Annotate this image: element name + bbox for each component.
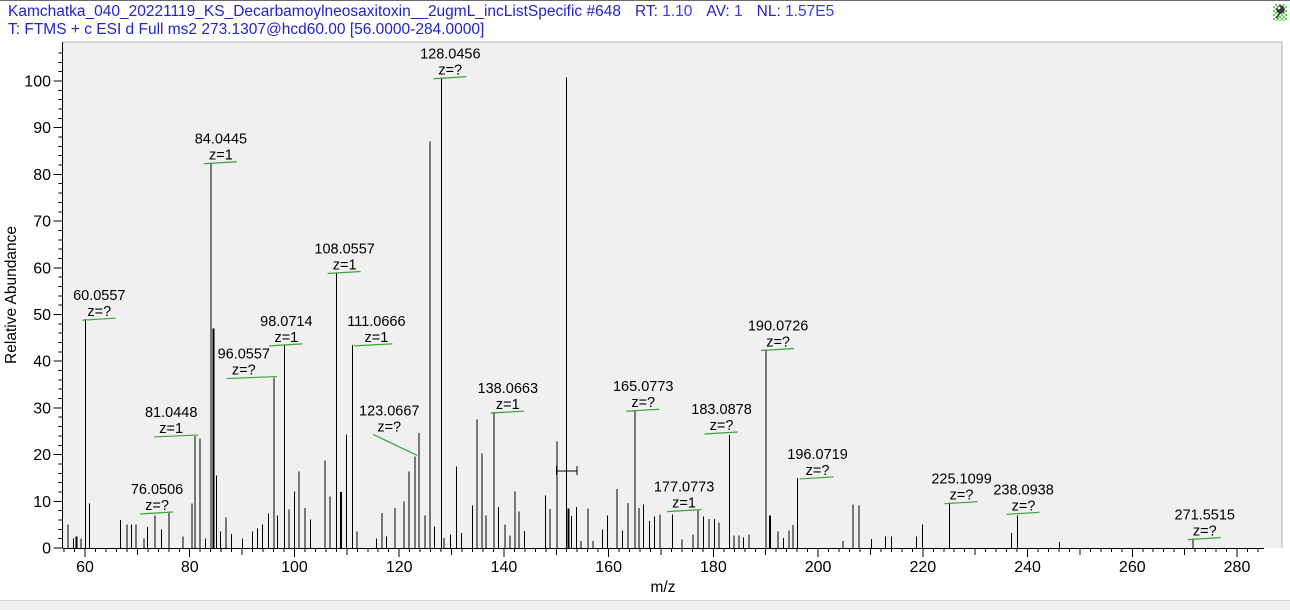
svg-text:z=?: z=? [145, 498, 169, 514]
svg-text:z=?: z=? [1012, 498, 1036, 514]
svg-text:z=?: z=? [766, 335, 790, 351]
svg-text:z=?: z=? [806, 463, 830, 479]
svg-text:84.0445: 84.0445 [195, 132, 247, 148]
svg-text:20: 20 [33, 447, 51, 464]
svg-text:271.5515: 271.5515 [1175, 508, 1235, 524]
plot-panel[interactable] [63, 42, 1282, 548]
x-axis-ticks: 60 80 100 120 140 160 180 200 220 240 260 280 [63, 549, 1259, 576]
panel-border [63, 41, 1283, 548]
svg-text:90: 90 [33, 120, 51, 137]
svg-text:z=1: z=1 [672, 496, 696, 512]
svg-text:60.0557: 60.0557 [73, 288, 125, 304]
svg-text:128.0456: 128.0456 [420, 47, 480, 63]
svg-text:60: 60 [33, 260, 51, 277]
svg-text:238.0938: 238.0938 [993, 482, 1053, 498]
svg-text:50: 50 [33, 307, 51, 324]
peak-labels: 60.0557z=?76.0506z=?81.0448z=184.0445z=1… [73, 47, 1235, 541]
svg-text:z=?: z=? [232, 363, 256, 379]
svg-text:z=1: z=1 [365, 330, 389, 346]
rt-value: 1.10 [662, 3, 693, 20]
svg-text:60: 60 [76, 559, 94, 576]
rt-label: RT: [634, 3, 658, 20]
x-axis-title: m/z [651, 579, 676, 596]
svg-text:z=?: z=? [87, 304, 111, 320]
svg-text:z=1: z=1 [274, 330, 298, 346]
svg-text:138.0663: 138.0663 [478, 381, 538, 397]
svg-text:140: 140 [491, 559, 518, 576]
svg-text:40: 40 [33, 354, 51, 371]
svg-text:100: 100 [24, 74, 51, 91]
svg-text:81.0448: 81.0448 [145, 405, 197, 421]
svg-text:30: 30 [33, 400, 51, 417]
bottom-status-strip [0, 600, 1290, 610]
svg-text:70: 70 [33, 214, 51, 231]
scan-header-line: Kamchatka_040_20221119_KS_Decarbamoylneo… [8, 3, 1268, 20]
svg-text:200: 200 [805, 559, 832, 576]
svg-text:123.0667: 123.0667 [359, 403, 419, 419]
svg-text:120: 120 [386, 559, 413, 576]
av-label: AV: [706, 3, 730, 20]
svg-text:76.0506: 76.0506 [131, 482, 183, 498]
av-value: 1 [734, 3, 743, 20]
scan-filter-line: T: FTMS + c ESI d Full ms2 273.1307@hcd6… [8, 21, 485, 38]
mass-spectrum-plot[interactable]: 0 10 20 30 40 50 60 70 80 90 100 60 80 100 120 140 160 18… [0, 41, 1290, 599]
svg-text:96.0557: 96.0557 [218, 347, 270, 363]
svg-text:165.0773: 165.0773 [613, 379, 673, 395]
svg-text:z=?: z=? [710, 418, 734, 434]
svg-text:160: 160 [595, 559, 622, 576]
svg-text:80: 80 [33, 167, 51, 184]
svg-text:z=?: z=? [1193, 524, 1217, 540]
y-axis-title: Relative Abundance [3, 226, 20, 364]
svg-text:z=?: z=? [377, 419, 401, 435]
svg-text:240: 240 [1014, 559, 1041, 576]
svg-text:z=1: z=1 [333, 257, 357, 273]
svg-text:225.1099: 225.1099 [931, 472, 991, 488]
svg-text:100: 100 [281, 559, 308, 576]
svg-text:z=?: z=? [950, 488, 974, 504]
svg-text:108.0557: 108.0557 [314, 241, 374, 257]
svg-text:80: 80 [181, 559, 199, 576]
svg-text:220: 220 [909, 559, 936, 576]
svg-text:180: 180 [700, 559, 727, 576]
svg-text:z=?: z=? [438, 63, 462, 79]
svg-text:260: 260 [1119, 559, 1146, 576]
scan-title: Kamchatka_040_20221119_KS_Decarbamoylneo… [8, 3, 621, 20]
svg-text:190.0726: 190.0726 [748, 319, 808, 335]
svg-text:z=1: z=1 [496, 397, 520, 413]
svg-text:z=1: z=1 [209, 148, 233, 164]
svg-text:177.0773: 177.0773 [654, 480, 714, 496]
svg-text:z=?: z=? [631, 395, 655, 411]
svg-text:196.0719: 196.0719 [787, 447, 847, 463]
svg-text:98.0714: 98.0714 [260, 314, 312, 330]
precursor-isolation-bracket [555, 465, 578, 475]
nl-value: 1.57E5 [785, 3, 835, 20]
svg-text:183.0878: 183.0878 [691, 402, 751, 418]
svg-text:0: 0 [42, 541, 51, 558]
nl-label: NL: [756, 3, 781, 20]
svg-text:10: 10 [33, 494, 51, 511]
y-axis-ticks: 0 10 20 30 40 50 60 70 80 90 100 [24, 52, 63, 558]
svg-text:280: 280 [1224, 559, 1251, 576]
pushpin-icon[interactable] [1273, 4, 1287, 21]
svg-text:z=1: z=1 [159, 421, 183, 437]
svg-text:111.0666: 111.0666 [347, 314, 405, 330]
peak-sticks [67, 77, 1194, 548]
